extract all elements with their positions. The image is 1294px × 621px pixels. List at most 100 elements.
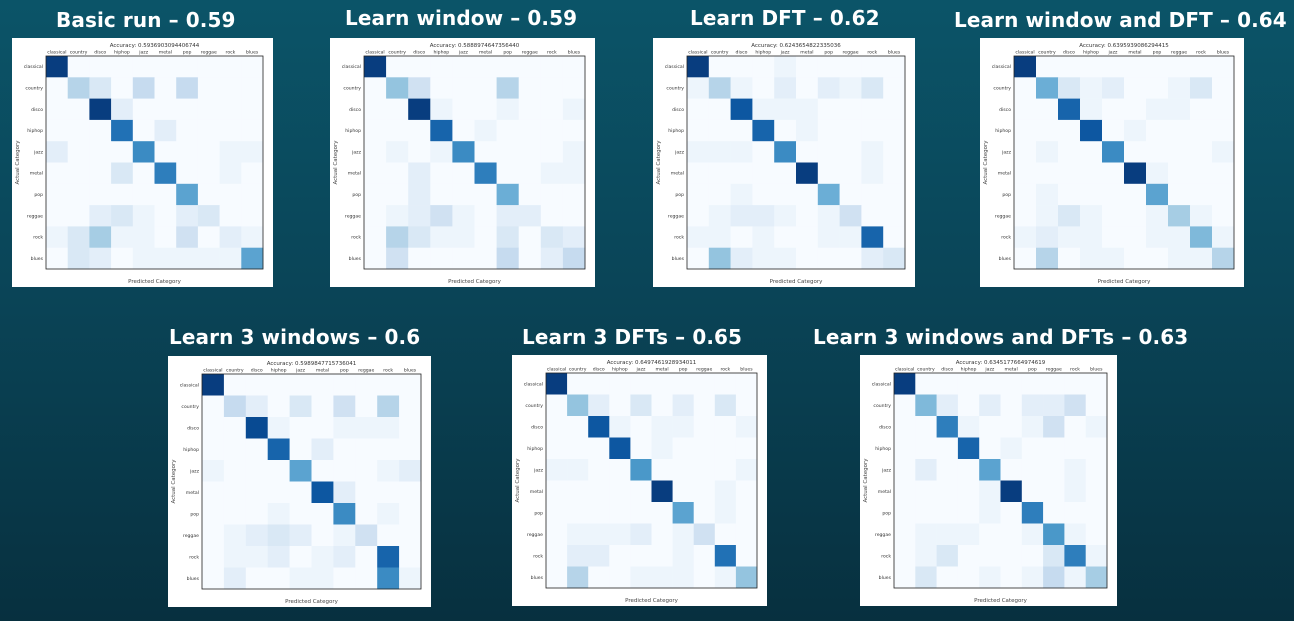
panel-title-6: Learn 3 DFTs – 0.65 (522, 325, 743, 349)
cell-classical-rock (1190, 56, 1213, 78)
cell-classical-country (915, 373, 937, 395)
cell-disco-metal (1124, 98, 1147, 121)
x-tick-label: jazz (138, 50, 149, 56)
cell-disco-pop (333, 417, 356, 439)
cell-jazz-metal (311, 460, 334, 482)
cell-metal-rock (861, 162, 884, 185)
panel-title-3: Learn DFT – 0.62 (690, 6, 880, 30)
x-tick-label: rock (547, 50, 557, 56)
cell-hiphop-reggae (355, 438, 378, 461)
cell-metal-country (386, 162, 409, 185)
cell-pop-disco (1058, 183, 1081, 206)
cell-pop-rock (377, 503, 400, 525)
cell-jazz-rock (714, 459, 737, 481)
y-tick-label: pop (675, 193, 684, 198)
cell-country-hiphop (267, 395, 290, 418)
cell-country-rock (377, 395, 400, 418)
accuracy-title: Accuracy: 0.5989847715736041 (267, 361, 357, 367)
cell-reggae-hiphop (267, 524, 290, 547)
cell-metal-jazz (132, 162, 155, 185)
cell-hiphop-hiphop (267, 438, 290, 461)
cell-blues-classical (687, 247, 710, 270)
cell-reggae-metal (311, 524, 334, 547)
cell-metal-disco (730, 162, 753, 185)
cell-disco-metal (651, 416, 673, 438)
y-tick-label: reggae (183, 533, 199, 539)
cell-disco-jazz (132, 98, 155, 121)
x-tick-label: classical (895, 367, 914, 373)
cell-country-metal (796, 77, 819, 99)
cell-hiphop-jazz (979, 437, 1001, 460)
cell-blues-reggae (1168, 247, 1191, 270)
x-tick-label: jazz (295, 368, 306, 374)
cell-pop-hiphop (267, 503, 290, 525)
cell-blues-metal (311, 567, 334, 590)
cell-blues-blues (241, 247, 264, 270)
cell-pop-rock (861, 183, 884, 206)
cell-jazz-hiphop (111, 141, 134, 163)
cell-blues-disco (588, 566, 610, 589)
cell-hiphop-classical (546, 437, 568, 460)
cell-metal-reggae (518, 162, 542, 185)
cell-reggae-disco (1058, 205, 1081, 227)
cell-pop-hiphop (1080, 183, 1103, 206)
cell-rock-jazz (774, 226, 797, 248)
cell-reggae-jazz (452, 205, 475, 227)
cell-jazz-classical (46, 141, 68, 163)
cell-pop-disco (588, 502, 610, 524)
cell-disco-jazz (630, 416, 652, 438)
cell-metal-metal (311, 481, 334, 504)
x-tick-label: metal (159, 50, 172, 56)
y-tick-label: jazz (674, 149, 685, 155)
cell-metal-disco (408, 162, 431, 185)
cell-blues-country (708, 247, 731, 270)
cell-metal-disco (245, 481, 268, 504)
x-tick-label: pop (1153, 51, 1162, 56)
cell-jazz-pop (1021, 459, 1044, 481)
cell-reggae-blues (1085, 523, 1108, 546)
cell-rock-disco (936, 545, 959, 567)
panel-title-2: Learn window – 0.59 (345, 6, 578, 30)
cell-metal-pop (496, 162, 519, 185)
cell-rock-rock (1064, 545, 1086, 567)
cell-country-reggae (1168, 77, 1191, 99)
cell-country-hiphop (111, 77, 134, 99)
cell-jazz-blues (1212, 141, 1235, 163)
cell-reggae-blues (1212, 205, 1235, 227)
confusion-matrix-7: Accuracy: 0.6345177664974619 classical cou… (860, 355, 1117, 606)
cell-country-pop (1021, 394, 1044, 417)
cell-blues-country (67, 247, 90, 270)
cell-metal-disco (588, 480, 610, 503)
x-tick-label: classical (365, 50, 384, 56)
cell-jazz-hiphop (1080, 141, 1103, 163)
cell-reggae-blues (399, 524, 422, 547)
cell-hiphop-hiphop (430, 119, 453, 142)
cell-metal-classical (202, 481, 225, 504)
cell-rock-jazz (979, 545, 1001, 567)
cell-blues-metal (1000, 566, 1023, 589)
x-tick-label: reggae (1046, 367, 1062, 373)
cell-pop-reggae (197, 183, 220, 206)
cell-jazz-disco (1058, 141, 1081, 163)
cell-rock-hiphop (609, 545, 631, 567)
cell-classical-country (67, 56, 90, 78)
cell-reggae-pop (1021, 523, 1044, 546)
cell-metal-country (223, 481, 247, 504)
cell-reggae-blues (241, 205, 264, 227)
cell-country-jazz (132, 77, 155, 99)
cell-reggae-classical (46, 205, 68, 227)
cell-classical-classical (546, 373, 568, 395)
cell-country-blues (241, 77, 264, 99)
cell-disco-disco (245, 417, 268, 439)
cell-pop-pop (817, 183, 840, 206)
cell-rock-metal (1000, 545, 1023, 567)
cell-country-country (223, 395, 247, 418)
cell-rock-metal (1124, 226, 1147, 248)
cell-classical-country (708, 56, 731, 78)
y-tick-label: metal (671, 171, 684, 177)
cell-jazz-pop (817, 141, 840, 163)
panel-title-7: Learn 3 windows and DFTs – 0.63 (813, 325, 1189, 349)
cell-hiphop-rock (377, 438, 400, 461)
panel-title-5: Learn 3 windows – 0.6 (169, 325, 421, 349)
cell-metal-jazz (452, 162, 475, 185)
